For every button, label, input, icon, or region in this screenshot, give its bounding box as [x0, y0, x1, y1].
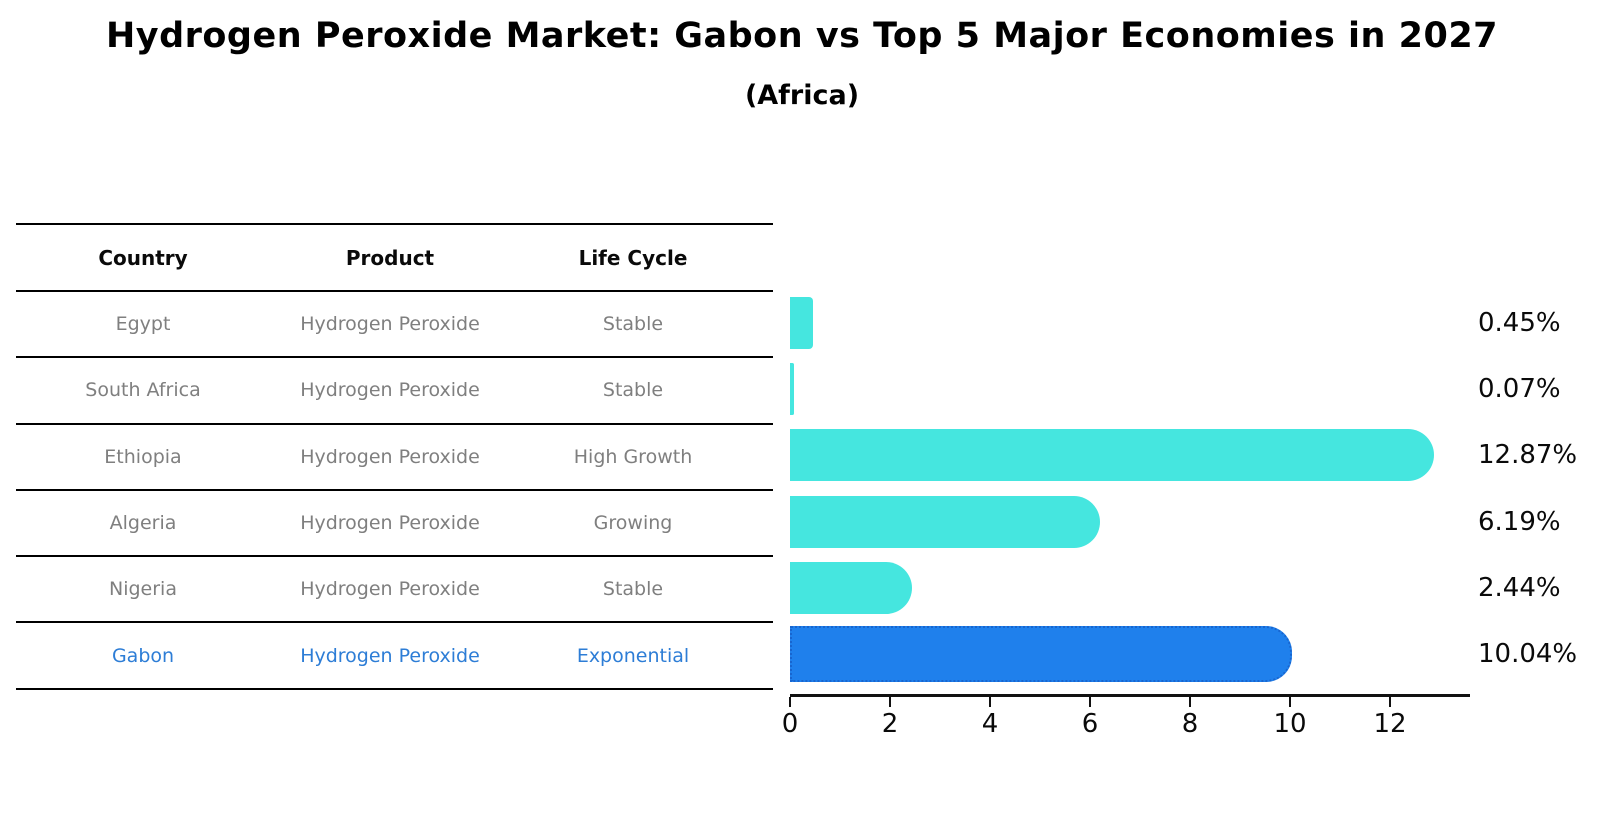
- page-subtitle: (Africa): [744, 80, 860, 111]
- table-row: Algeria Hydrogen Peroxide Growing: [16, 491, 773, 558]
- country-cell: Algeria: [109, 512, 177, 535]
- bar-chart: [790, 290, 1470, 687]
- bar-gabon: [790, 625, 1292, 682]
- value-label: 0.07%: [1478, 374, 1561, 405]
- comparison-table: Country Product Life Cycle Egypt Hydroge…: [16, 223, 773, 690]
- x-axis-tick-mark: [1389, 697, 1391, 707]
- x-axis-tick-label: 0: [781, 709, 799, 739]
- x-axis-tick-mark: [1289, 697, 1291, 707]
- value-label: 2.44%: [1478, 572, 1561, 603]
- lifecycle-cell: Stable: [602, 379, 664, 402]
- table-row: Egypt Hydrogen Peroxide Stable: [16, 292, 773, 359]
- product-cell: Hydrogen Peroxide: [300, 512, 480, 535]
- value-label-column: 0.45% 0.07% 12.87% 6.19% 2.44% 10.04%: [1478, 290, 1598, 687]
- bar-egypt: [790, 297, 813, 350]
- bar-row: [790, 555, 1470, 621]
- lifecycle-cell: Exponential: [576, 644, 690, 667]
- x-axis-tick-label: 8: [1181, 709, 1199, 739]
- product-cell: Hydrogen Peroxide: [300, 578, 480, 601]
- x-axis-tick-mark: [789, 697, 791, 707]
- bar-ethiopia: [790, 429, 1434, 482]
- x-axis-line: [790, 694, 1470, 697]
- bar-row: [790, 422, 1470, 488]
- x-axis-tick-label: 10: [1273, 709, 1307, 739]
- x-axis-tick-mark: [889, 697, 891, 707]
- lifecycle-cell: Stable: [602, 313, 664, 336]
- bar-nigeria: [790, 561, 912, 614]
- column-header-life-cycle: Life Cycle: [578, 245, 688, 270]
- x-axis-tick-label: 12: [1373, 709, 1407, 739]
- x-axis: 0 2 4 6 8 10 12: [782, 694, 1470, 744]
- table-header-row: Country Product Life Cycle: [16, 225, 773, 292]
- bar-row: [790, 356, 1470, 422]
- x-axis-tick-mark: [989, 697, 991, 707]
- x-axis-tick-label: 6: [1081, 709, 1099, 739]
- column-header-country: Country: [98, 245, 188, 270]
- bar-row: [790, 290, 1470, 356]
- country-cell: Egypt: [115, 313, 171, 336]
- bar-south-africa: [790, 363, 794, 416]
- country-cell: Nigeria: [109, 578, 177, 601]
- value-label: 10.04%: [1478, 638, 1578, 669]
- lifecycle-cell: High Growth: [573, 445, 693, 468]
- product-cell: Hydrogen Peroxide: [300, 379, 480, 402]
- product-cell: Hydrogen Peroxide: [300, 313, 480, 336]
- product-cell: Hydrogen Peroxide: [300, 445, 480, 468]
- value-label: 0.45%: [1478, 308, 1561, 339]
- value-label: 12.87%: [1478, 440, 1578, 471]
- value-label: 6.19%: [1478, 506, 1561, 537]
- product-cell: Hydrogen Peroxide: [300, 644, 480, 667]
- column-header-product: Product: [345, 245, 435, 270]
- lifecycle-cell: Growing: [593, 512, 673, 535]
- bar-row: [790, 489, 1470, 555]
- x-axis-tick-mark: [1089, 697, 1091, 707]
- x-axis-tick-mark: [1189, 697, 1191, 707]
- x-axis-tick-label: 2: [881, 709, 899, 739]
- table-row: Ethiopia Hydrogen Peroxide High Growth: [16, 425, 773, 491]
- page-title: Hydrogen Peroxide Market: Gabon vs Top 5…: [105, 16, 1499, 56]
- table-row: Nigeria Hydrogen Peroxide Stable: [16, 557, 773, 624]
- bar-row: [790, 621, 1470, 687]
- x-axis-tick-label: 4: [981, 709, 999, 739]
- table-row: South Africa Hydrogen Peroxide Stable: [16, 358, 773, 425]
- country-cell: Gabon: [111, 644, 175, 667]
- table-row-gabon: Gabon Hydrogen Peroxide Exponential: [16, 623, 773, 690]
- country-cell: South Africa: [85, 379, 201, 402]
- lifecycle-cell: Stable: [602, 578, 664, 601]
- bar-algeria: [790, 495, 1100, 548]
- country-cell: Ethiopia: [104, 445, 182, 468]
